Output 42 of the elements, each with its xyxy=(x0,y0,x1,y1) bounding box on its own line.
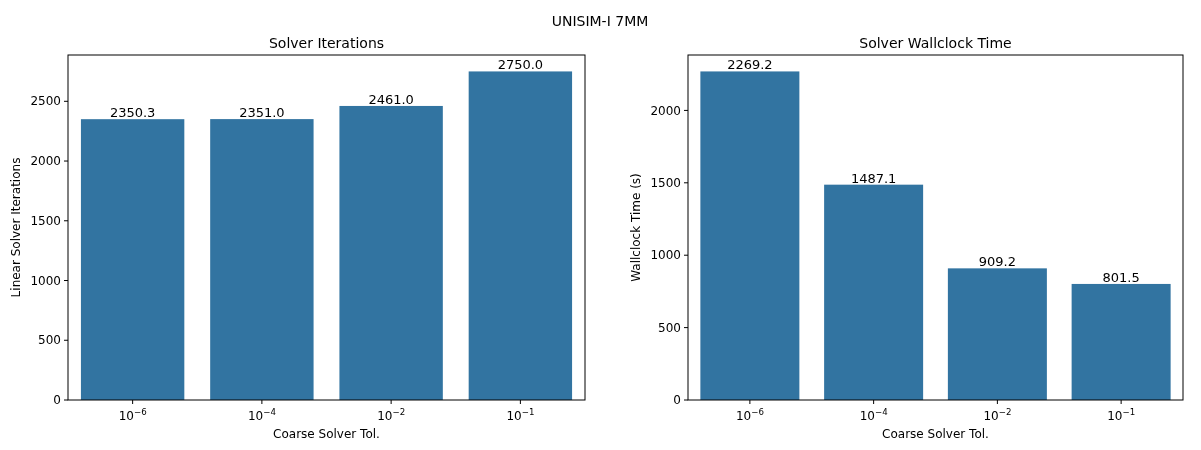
data-label: 801.5 xyxy=(1102,269,1140,285)
x-tick-label: 10$^{−1}$ xyxy=(506,407,535,423)
bar xyxy=(80,119,185,400)
x-tick-label: 10$^{−6}$ xyxy=(735,407,764,423)
x-tick-label: 10$^{−6}$ xyxy=(118,407,147,423)
bar xyxy=(210,119,314,400)
data-label: 2461.0 xyxy=(368,91,414,107)
y-axis-title: Wallclock Time (s) xyxy=(629,173,643,282)
data-label: 2350.3 xyxy=(109,105,156,121)
bar xyxy=(468,71,573,400)
bar xyxy=(700,71,800,400)
data-label: 2269.2 xyxy=(727,57,773,73)
x-tick-label: 10$^{−2}$ xyxy=(983,407,1012,423)
bar xyxy=(947,268,1047,400)
y-axis-title: Linear Solver Iterations xyxy=(9,157,23,298)
x-tick-label: 10$^{−4}$ xyxy=(247,407,276,423)
bar xyxy=(339,105,443,400)
y-tick-label: 500 xyxy=(38,333,61,348)
bar xyxy=(824,184,924,400)
y-tick-label: 0 xyxy=(673,393,681,408)
data-label: 909.2 xyxy=(978,254,1016,270)
x-axis-title: Coarse Solver Tol. xyxy=(273,427,380,441)
chart-title: Solver Wallclock Time xyxy=(859,35,1012,51)
data-label: 2750.0 xyxy=(497,57,544,73)
x-tick-label: 10$^{−2}$ xyxy=(377,407,406,423)
y-tick-label: 0 xyxy=(53,393,61,408)
y-tick-label: 1500 xyxy=(30,213,61,228)
x-tick-label: 10$^{−4}$ xyxy=(859,407,888,423)
data-label: 1487.1 xyxy=(850,170,897,186)
chart-title: Solver Iterations xyxy=(268,35,385,51)
x-axis-title: Coarse Solver Tol. xyxy=(882,427,989,441)
bar xyxy=(1071,283,1171,400)
y-tick-label: 1500 xyxy=(650,176,681,191)
data-label: 2351.0 xyxy=(239,105,285,121)
y-tick-label: 2000 xyxy=(650,103,681,118)
y-tick-label: 1000 xyxy=(30,273,61,288)
y-tick-label: 500 xyxy=(658,320,681,335)
text: UNISIM-I 7MM xyxy=(551,13,649,29)
y-tick-label: 2000 xyxy=(30,154,61,169)
x-tick-label: 10$^{−1}$ xyxy=(1107,407,1136,423)
y-tick-label: 1000 xyxy=(650,248,681,263)
y-tick-label: 2500 xyxy=(30,94,61,109)
